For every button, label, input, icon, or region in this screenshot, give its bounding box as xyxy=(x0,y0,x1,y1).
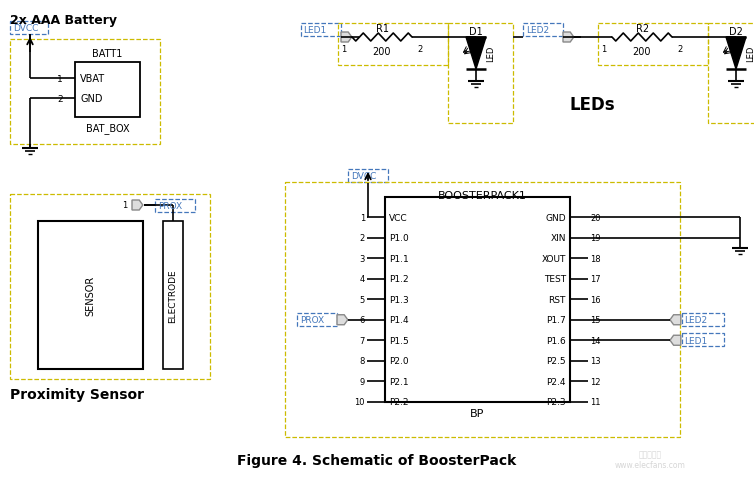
Text: 1: 1 xyxy=(360,213,365,222)
Text: 200: 200 xyxy=(633,47,651,57)
Polygon shape xyxy=(670,315,681,325)
Polygon shape xyxy=(132,200,143,211)
Text: P2.0: P2.0 xyxy=(389,357,409,365)
Text: D2: D2 xyxy=(729,27,743,37)
Text: D1: D1 xyxy=(469,27,483,37)
Text: VBAT: VBAT xyxy=(80,74,105,84)
Text: 13: 13 xyxy=(590,357,601,365)
Text: VCC: VCC xyxy=(389,213,408,222)
Text: 2: 2 xyxy=(57,94,63,103)
Text: P1.4: P1.4 xyxy=(389,316,409,325)
Text: P1.2: P1.2 xyxy=(389,275,409,284)
Text: LEDs: LEDs xyxy=(570,96,615,114)
Polygon shape xyxy=(466,38,486,70)
Text: PROX: PROX xyxy=(300,316,324,325)
Polygon shape xyxy=(337,315,348,325)
Text: 1: 1 xyxy=(342,45,347,53)
Text: P2.5: P2.5 xyxy=(547,357,566,365)
Text: P1.6: P1.6 xyxy=(546,336,566,345)
Text: 14: 14 xyxy=(590,336,600,345)
Text: ELECTRODE: ELECTRODE xyxy=(168,269,177,322)
Text: P2.1: P2.1 xyxy=(389,377,409,386)
Text: 20: 20 xyxy=(590,213,600,222)
Polygon shape xyxy=(726,38,746,70)
Text: 6: 6 xyxy=(360,316,365,325)
Text: 8: 8 xyxy=(360,357,365,365)
Text: 15: 15 xyxy=(590,316,600,325)
Text: 16: 16 xyxy=(590,295,601,304)
Text: LED2: LED2 xyxy=(684,316,707,325)
Text: P2.4: P2.4 xyxy=(547,377,566,386)
Text: LED1: LED1 xyxy=(684,336,707,345)
Polygon shape xyxy=(75,63,140,118)
Polygon shape xyxy=(563,33,574,43)
Text: P2.2: P2.2 xyxy=(389,397,409,407)
Text: 19: 19 xyxy=(590,234,600,243)
Text: 11: 11 xyxy=(590,397,600,407)
Text: BOOSTERPACK1: BOOSTERPACK1 xyxy=(438,191,527,200)
Text: 1: 1 xyxy=(602,45,607,53)
Text: 10: 10 xyxy=(354,397,365,407)
Text: 9: 9 xyxy=(360,377,365,386)
Polygon shape xyxy=(385,197,570,402)
Text: LED: LED xyxy=(486,45,495,62)
Text: R1: R1 xyxy=(376,24,390,34)
Text: Proximity Sensor: Proximity Sensor xyxy=(10,387,144,401)
Text: 17: 17 xyxy=(590,275,601,284)
Polygon shape xyxy=(670,335,681,346)
Text: TEST: TEST xyxy=(544,275,566,284)
Text: GND: GND xyxy=(80,94,103,104)
Text: 电子发烧友
www.elecfans.com: 电子发烧友 www.elecfans.com xyxy=(615,449,685,469)
Text: 12: 12 xyxy=(590,377,600,386)
Text: P1.5: P1.5 xyxy=(389,336,409,345)
Text: 2: 2 xyxy=(360,234,365,243)
Text: 7: 7 xyxy=(360,336,365,345)
Text: P1.1: P1.1 xyxy=(389,254,409,263)
Text: P1.3: P1.3 xyxy=(389,295,409,304)
Text: LED: LED xyxy=(746,45,754,62)
Polygon shape xyxy=(163,222,183,369)
Text: P1.0: P1.0 xyxy=(389,234,409,243)
Text: P1.7: P1.7 xyxy=(546,316,566,325)
Text: BATT1: BATT1 xyxy=(92,49,123,59)
Text: LED1: LED1 xyxy=(303,26,326,35)
Text: SENSOR: SENSOR xyxy=(85,275,96,316)
Text: 18: 18 xyxy=(590,254,601,263)
Text: DVCC: DVCC xyxy=(13,24,38,33)
Text: 2: 2 xyxy=(677,45,682,53)
Text: BAT_BOX: BAT_BOX xyxy=(86,123,130,134)
Text: XIN: XIN xyxy=(550,234,566,243)
Text: DVCC: DVCC xyxy=(351,172,376,181)
Text: GND: GND xyxy=(545,213,566,222)
Text: 1: 1 xyxy=(121,201,127,210)
Text: 1: 1 xyxy=(57,75,63,83)
Text: 2x AAA Battery: 2x AAA Battery xyxy=(10,14,117,27)
Text: 5: 5 xyxy=(360,295,365,304)
Text: P2.3: P2.3 xyxy=(547,397,566,407)
Polygon shape xyxy=(341,33,352,43)
Text: 3: 3 xyxy=(360,254,365,263)
Text: RST: RST xyxy=(549,295,566,304)
Text: R2: R2 xyxy=(636,24,649,34)
Text: 200: 200 xyxy=(372,47,391,57)
Text: XOUT: XOUT xyxy=(541,254,566,263)
Text: 4: 4 xyxy=(360,275,365,284)
Text: 2: 2 xyxy=(418,45,423,53)
Polygon shape xyxy=(38,222,143,369)
Text: PROX: PROX xyxy=(158,201,182,211)
Text: Figure 4. Schematic of BoosterPack: Figure 4. Schematic of BoosterPack xyxy=(238,453,516,467)
Text: BP: BP xyxy=(470,408,485,418)
Text: LED2: LED2 xyxy=(526,26,549,35)
